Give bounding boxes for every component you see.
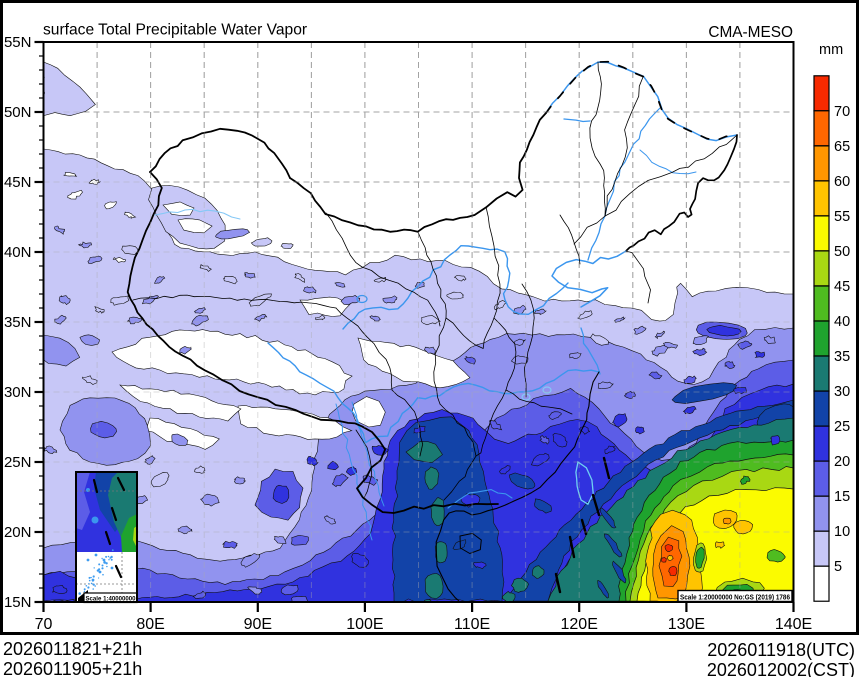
svg-text:55: 55: [834, 209, 850, 225]
svg-text:2026011905+21h: 2026011905+21h: [3, 659, 142, 677]
svg-text:45: 45: [834, 279, 850, 295]
svg-text:10: 10: [834, 524, 850, 540]
svg-text:Scale 1:40000000: Scale 1:40000000: [86, 595, 136, 602]
svg-text:mm: mm: [819, 42, 843, 58]
svg-text:30N: 30N: [4, 384, 32, 401]
svg-text:15N: 15N: [4, 594, 32, 611]
svg-text:30: 30: [834, 384, 850, 400]
svg-text:120E: 120E: [561, 616, 598, 633]
svg-text:80E: 80E: [136, 616, 164, 633]
svg-text:15: 15: [834, 489, 850, 505]
svg-text:20N: 20N: [4, 524, 32, 541]
svg-text:CMA-MESO: CMA-MESO: [708, 24, 793, 41]
svg-text:20: 20: [834, 454, 850, 470]
svg-text:surface Total Precipitable Wat: surface Total Precipitable Water Vapor: [43, 22, 307, 39]
svg-text:40N: 40N: [4, 244, 32, 261]
svg-text:60: 60: [834, 174, 850, 190]
svg-text:55N: 55N: [4, 34, 32, 51]
svg-text:70: 70: [834, 104, 850, 120]
svg-text:2026012002(CST): 2026012002(CST): [707, 660, 855, 677]
svg-text:Scale 1:20000000 No:GS (2019): Scale 1:20000000 No:GS (2019) 1786: [680, 592, 790, 601]
svg-text:35N: 35N: [4, 314, 32, 331]
svg-text:100E: 100E: [346, 616, 383, 633]
svg-text:50N: 50N: [4, 104, 32, 121]
svg-text:5: 5: [834, 559, 842, 575]
svg-text:70: 70: [35, 616, 53, 633]
svg-text:2026011821+21h: 2026011821+21h: [3, 639, 142, 659]
svg-text:90E: 90E: [244, 616, 272, 633]
svg-text:130E: 130E: [668, 616, 705, 633]
svg-text:40: 40: [834, 314, 850, 330]
svg-text:110E: 110E: [454, 616, 490, 633]
svg-text:45N: 45N: [4, 174, 32, 191]
svg-text:25N: 25N: [4, 454, 32, 471]
svg-text:140E: 140E: [775, 616, 812, 633]
svg-text:35: 35: [834, 349, 850, 365]
svg-text:2026011918(UTC): 2026011918(UTC): [707, 640, 855, 660]
svg-text:25: 25: [834, 419, 850, 435]
svg-text:65: 65: [834, 139, 850, 155]
svg-text:50: 50: [834, 244, 850, 260]
